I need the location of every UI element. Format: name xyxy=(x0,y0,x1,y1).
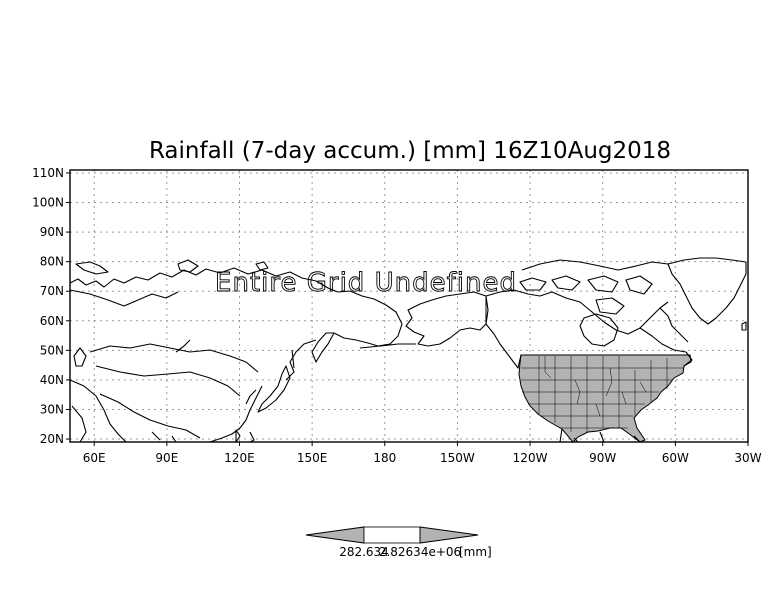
lon-tick-label: 90W xyxy=(589,451,616,465)
lat-tick-label: 80N xyxy=(40,255,64,269)
lat-tick-label: 70N xyxy=(40,284,64,298)
map-plot-area: Entire Grid Undefined xyxy=(69,169,749,443)
colorbar-left-arrow xyxy=(305,526,365,544)
lon-tick-label: 120W xyxy=(513,451,548,465)
colorbar-label-low: 282.634 xyxy=(339,545,389,559)
map-frame xyxy=(69,169,749,443)
map-title: Rainfall (7-day accum.) [mm] 16Z10Aug201… xyxy=(149,138,671,164)
colorbar: 282.634 2.82634e+06 [mm] xyxy=(305,526,492,559)
state-borders xyxy=(521,356,684,433)
lat-tick-label: 40N xyxy=(40,373,64,387)
lat-tick-label: 90N xyxy=(40,225,64,239)
usa-filled-region xyxy=(518,354,692,443)
undefined-grid-message: Entire Grid Undefined xyxy=(215,268,517,298)
colorbar-box xyxy=(363,526,421,544)
lon-tick-label: 30W xyxy=(734,451,761,465)
coastlines xyxy=(69,257,747,443)
lat-tick-label: 20N xyxy=(40,432,64,446)
lat-tick-label: 50N xyxy=(40,343,64,357)
lat-tick-label: 100N xyxy=(32,196,64,210)
lon-tick-label: 60W xyxy=(662,451,689,465)
lat-tick-label: 110N xyxy=(32,166,64,180)
lon-tick-label: 150W xyxy=(440,451,475,465)
lon-tick-label: 150E xyxy=(297,451,328,465)
colorbar-label-high: 2.82634e+06 xyxy=(379,545,461,559)
lon-tick-label: 180 xyxy=(373,451,396,465)
lon-tick-label: 120E xyxy=(224,451,255,465)
lat-tick-label: 30N xyxy=(40,402,64,416)
lat-tick-label: 60N xyxy=(40,314,64,328)
colorbar-unit: [mm] xyxy=(459,545,492,559)
longitude-axis: 60E 90E 120E 150E 180 150W 120W 90W 60W 30W xyxy=(83,442,762,465)
latitude-axis: 20N 30N 40N 50N 60N 70N 80N 90N 100N 110N xyxy=(32,166,70,446)
lon-tick-label: 90E xyxy=(155,451,178,465)
lon-tick-label: 60E xyxy=(83,451,106,465)
colorbar-right-arrow xyxy=(419,526,479,544)
